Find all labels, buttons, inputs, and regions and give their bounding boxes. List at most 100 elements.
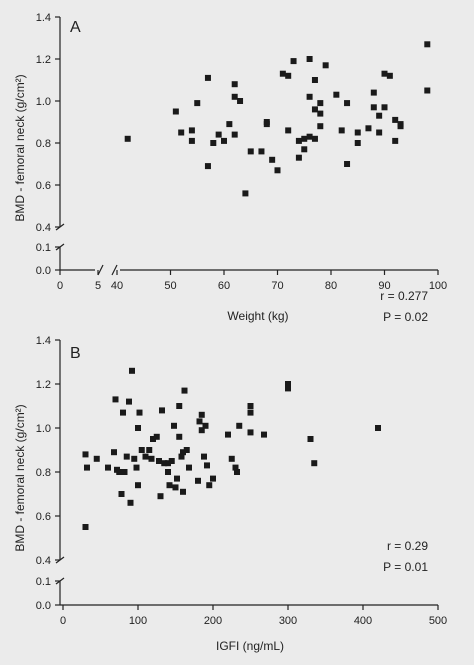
panel-b-data-point bbox=[133, 464, 140, 471]
panel-b-data-point bbox=[261, 431, 267, 438]
panel-b-data-point bbox=[146, 447, 153, 453]
panel-b-data-point bbox=[202, 422, 209, 429]
panel-b-data-point bbox=[136, 409, 143, 416]
panel-b-data-point bbox=[131, 455, 138, 462]
panel-b-y-tick-label: 1.2 bbox=[36, 379, 51, 391]
panel-a-data-point bbox=[424, 87, 431, 94]
panel-a-data-point bbox=[301, 135, 308, 142]
panel-b-data-point bbox=[206, 482, 213, 489]
panel-a-y-tick-label: 1.2 bbox=[36, 54, 51, 66]
panel-b-data-point bbox=[112, 396, 119, 403]
panel-a-x-break-mark bbox=[97, 264, 104, 276]
panel-b-x-tick-label: 400 bbox=[354, 615, 372, 627]
panel-a-data-point bbox=[172, 108, 179, 115]
panel-a-data-point bbox=[285, 72, 292, 79]
panel-b-data-point bbox=[201, 453, 207, 460]
panel-b-y-tick-label: 0.4 bbox=[36, 555, 51, 567]
panel-b-data-point bbox=[247, 403, 254, 409]
panel-b-x-tick-label: 100 bbox=[129, 615, 147, 627]
panel-b-data-point bbox=[198, 427, 205, 434]
panel-a-data-point bbox=[317, 100, 324, 107]
panel-b-data-point bbox=[129, 367, 135, 374]
panel-a: A r = 0.277 P = 0.02 Weight (kg) BMD - f… bbox=[13, 12, 447, 324]
panel-b-xlabel: IGFI (ng/mL) bbox=[216, 639, 284, 653]
panel-a-data-point bbox=[344, 100, 351, 107]
panel-b-data-point bbox=[210, 475, 216, 482]
panel-b-data-point bbox=[195, 477, 201, 484]
panel-b-data-point bbox=[180, 449, 186, 456]
panel-b-data-point bbox=[166, 482, 173, 489]
panel-a-data-point bbox=[381, 70, 388, 77]
panel-a-data-point bbox=[237, 98, 244, 104]
panel-b-data-point bbox=[186, 464, 192, 471]
panel-a-x-tick-label: 80 bbox=[325, 280, 337, 292]
panel-a-x-break-mark bbox=[111, 264, 118, 276]
panel-b-y-tick-label: 0.0 bbox=[36, 600, 51, 612]
panel-b-data-point bbox=[161, 460, 168, 467]
panel-a-data-point bbox=[231, 131, 238, 138]
panel-b-data-point bbox=[142, 453, 149, 460]
panel-a-data-point bbox=[188, 127, 195, 134]
panel-a-y-tick-label: 0.0 bbox=[36, 265, 51, 277]
panel-b-x-tick-label: 500 bbox=[429, 615, 447, 627]
panel-a-y-tick-label: 1.0 bbox=[36, 96, 51, 108]
panel-a-data-point bbox=[258, 148, 265, 155]
panel-a-data-point bbox=[210, 140, 217, 146]
panel-b-data-point bbox=[247, 429, 254, 436]
panel-a-data-point bbox=[354, 140, 361, 146]
panel-b-data-point bbox=[171, 422, 177, 429]
panel-a-data-point bbox=[344, 161, 351, 167]
panel-a-data-point bbox=[231, 81, 238, 88]
panel-a-data-point bbox=[397, 123, 404, 130]
panel-a-x-tick-label: 90 bbox=[378, 280, 390, 292]
panel-a-x-tick-label: 5 bbox=[95, 280, 101, 292]
panel-b-y-tick-label: 1.4 bbox=[36, 335, 51, 347]
panel-b-data-point bbox=[176, 403, 183, 409]
panel-a-x-tick-label: 0 bbox=[57, 280, 63, 292]
panel-a-data-point bbox=[322, 62, 329, 69]
panel-a-data-point bbox=[376, 112, 383, 119]
panel-a-data-point bbox=[333, 91, 340, 98]
panel-b-data-point bbox=[311, 460, 318, 467]
panel-b-data-point bbox=[232, 464, 239, 471]
panel-b-data-point bbox=[172, 484, 179, 491]
panel-b-data-point bbox=[105, 464, 111, 471]
panel-a-x-tick-label: 60 bbox=[218, 280, 230, 292]
panel-b-data-point bbox=[181, 387, 188, 394]
panel-b-r-stat: r = 0.29 bbox=[387, 539, 428, 553]
panel-a-data-point bbox=[306, 56, 313, 62]
panel-a-data-point bbox=[311, 77, 318, 83]
panel-a-data-point bbox=[338, 127, 345, 134]
panel-b-data-point bbox=[135, 482, 141, 489]
panel-a-data-point bbox=[247, 148, 254, 155]
panel-b-data-point bbox=[183, 447, 190, 453]
panel-b-data-point bbox=[375, 425, 381, 431]
panel-a-x-tick-label: 70 bbox=[271, 280, 283, 292]
panel-b-data-point bbox=[165, 460, 171, 467]
panel-b-data-point bbox=[196, 418, 203, 425]
panel-b-data-point bbox=[159, 407, 165, 414]
panel-a-data-point bbox=[204, 163, 211, 170]
panel-b-data-point bbox=[123, 453, 130, 460]
panel-a-x-tick-label: 50 bbox=[164, 280, 176, 292]
panel-b-data-point bbox=[148, 455, 155, 462]
panel-a-data-point bbox=[424, 41, 431, 48]
panel-b-data-point bbox=[120, 409, 126, 416]
panel-b-data-point bbox=[307, 436, 314, 442]
panel-a-y-tick-label: 0.8 bbox=[36, 138, 51, 150]
panel-b-data-point bbox=[127, 499, 134, 506]
panel-b-y-tick-label: 0.1 bbox=[36, 576, 51, 588]
panel-b-x-tick-label: 0 bbox=[60, 615, 66, 627]
panel-b-data-point bbox=[180, 488, 186, 495]
panel-b-data-point bbox=[82, 524, 89, 530]
panel-a-data-point bbox=[204, 74, 211, 81]
panel-a-x-tick-label: 40 bbox=[111, 280, 123, 292]
panel-label-a: A bbox=[70, 19, 81, 36]
panel-b-y-tick-label: 1.0 bbox=[36, 423, 51, 435]
panel-b-data-point bbox=[121, 469, 128, 475]
panel-b-data-point bbox=[126, 398, 132, 405]
panel-b-data-point bbox=[116, 469, 123, 475]
panel-a-data-point bbox=[285, 127, 292, 134]
panel-b-x-tick-label: 300 bbox=[279, 615, 297, 627]
panel-a-xlabel: Weight (kg) bbox=[227, 309, 288, 323]
